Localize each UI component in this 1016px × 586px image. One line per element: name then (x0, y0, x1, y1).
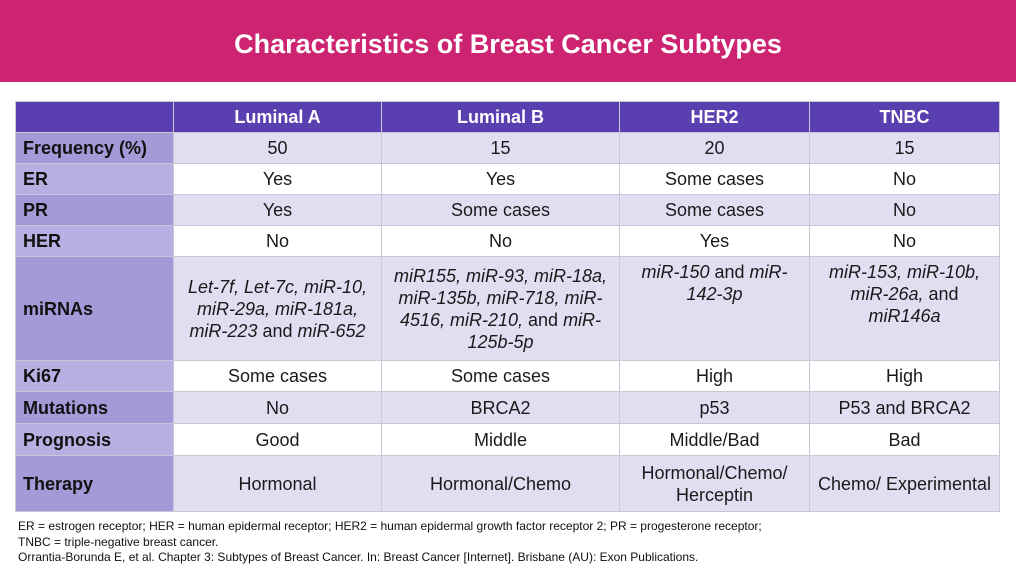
table-cell: 15 (809, 132, 1000, 164)
table-cell: Some cases (381, 360, 620, 392)
footnote-abbreviations: ER = estrogen receptor; HER = human epid… (18, 519, 762, 533)
table-row: Prognosis Good Middle Middle/Bad Bad (15, 423, 1000, 456)
table-cell: Hormonal/Chemo (381, 455, 620, 512)
table-cell: miR-153, miR-10b, miR-26a, and miR146a (809, 256, 1000, 361)
header-corner-cell (15, 101, 174, 133)
table-cell: Yes (619, 225, 810, 257)
table-row: ER Yes Yes Some cases No (15, 163, 1000, 195)
table-cell: p53 (619, 391, 810, 424)
table-row: Therapy Hormonal Hormonal/Chemo Hormonal… (15, 455, 1000, 512)
table-cell: No (809, 163, 1000, 195)
conjunction-text: and (528, 309, 559, 330)
table-cell: No (381, 225, 620, 257)
table-cell: P53 and BRCA2 (809, 391, 1000, 424)
column-header-her2: HER2 (619, 101, 810, 133)
table-cell: Some cases (381, 194, 620, 226)
footnote-abbreviations-continued: TNBC = triple-negative breast cancer. (18, 534, 219, 549)
table-cell: Let-7f, Let-7c, miR-10, miR-29a, miR-181… (173, 256, 382, 361)
table-cell: 50 (173, 132, 382, 164)
table-cell: Some cases (619, 194, 810, 226)
table-row: PR Yes Some cases Some cases No (15, 194, 1000, 226)
row-label: HER (15, 225, 174, 257)
table-cell: 15 (381, 132, 620, 164)
row-label: Frequency (%) (15, 132, 174, 164)
row-label: Therapy (15, 455, 174, 512)
footnote-citation: Orrantia-Borunda E, et al. Chapter 3: Su… (18, 550, 699, 564)
row-label: Prognosis (15, 423, 174, 456)
row-label: Ki67 (15, 360, 174, 392)
table-cell: High (619, 360, 810, 392)
page-title: Characteristics of Breast Cancer Subtype… (234, 28, 782, 59)
table-cell: Good (173, 423, 382, 456)
table-cell: Some cases (173, 360, 382, 392)
table-cell: BRCA2 (381, 391, 620, 424)
table-row: Mutations No BRCA2 p53 P53 and BRCA2 (15, 391, 1000, 424)
table-cell: Hormonal (173, 455, 382, 512)
conjunction-text: and (928, 284, 959, 304)
table-cell: No (173, 225, 382, 257)
table-row: HER No No Yes No (15, 225, 1000, 257)
table-header-row: Luminal A Luminal B HER2 TNBC (15, 101, 1000, 133)
table-cell: High (809, 360, 1000, 392)
row-label: miRNAs (15, 256, 174, 361)
row-label: PR (15, 194, 174, 226)
table-cell: Hormonal/Chemo/ Herceptin (619, 455, 810, 512)
table-cell: Bad (809, 423, 1000, 456)
table-cell: Yes (173, 194, 382, 226)
conjunction-text: and (262, 320, 293, 341)
table-cell: No (809, 225, 1000, 257)
table-row: Frequency (%) 50 15 20 15 (15, 132, 1000, 164)
row-label: ER (15, 163, 174, 195)
column-header-luminal-a: Luminal A (173, 101, 382, 133)
table-cell: Middle/Bad (619, 423, 810, 456)
table-cell: miR155, miR-93, miR-18a, miR-135b, miR-7… (381, 256, 620, 361)
table-row: Ki67 Some cases Some cases High High (15, 360, 1000, 392)
conjunction-text: and (714, 262, 745, 282)
title-banner: Characteristics of Breast Cancer Subtype… (0, 0, 1016, 82)
table-row: miRNAs Let-7f, Let-7c, miR-10, miR-29a, … (15, 256, 1000, 361)
table-cell: 20 (619, 132, 810, 164)
table-cell: Middle (381, 423, 620, 456)
subtypes-table: Luminal A Luminal B HER2 TNBC Frequency … (15, 101, 1000, 512)
table-cell: Chemo/ Experimental (809, 455, 1000, 512)
table-cell: Yes (173, 163, 382, 195)
table-cell: No (809, 194, 1000, 226)
column-header-luminal-b: Luminal B (381, 101, 620, 133)
table-cell: No (173, 391, 382, 424)
row-label: Mutations (15, 391, 174, 424)
table-cell: Some cases (619, 163, 810, 195)
table-cell: miR-150 and miR-142-3p (619, 256, 810, 361)
footnote: ER = estrogen receptor; HER = human epid… (18, 519, 1008, 566)
table-cell: Yes (381, 163, 620, 195)
column-header-tnbc: TNBC (809, 101, 1000, 133)
